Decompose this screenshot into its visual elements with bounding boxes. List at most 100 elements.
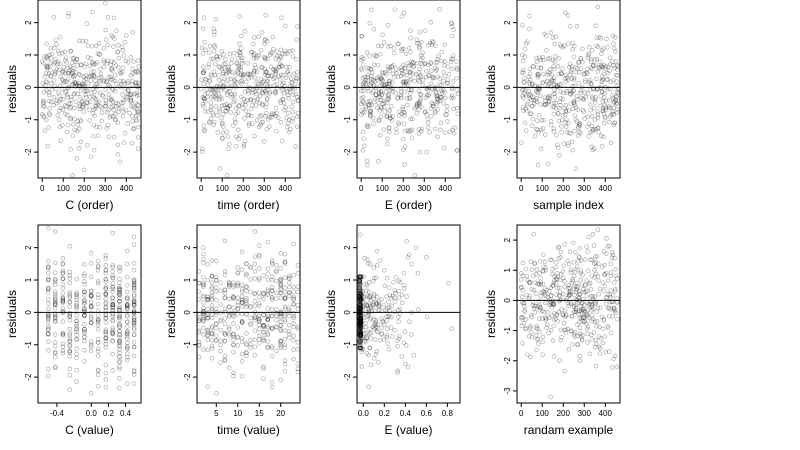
data-point [278, 327, 283, 332]
data-point [114, 28, 119, 34]
data-point [220, 84, 226, 89]
data-point [269, 288, 275, 294]
data-point [118, 70, 123, 75]
data-point [261, 322, 266, 328]
y-tick-label: -2 [183, 373, 192, 381]
data-point [371, 84, 376, 90]
data-point [46, 373, 51, 379]
data-point [131, 344, 137, 350]
data-point [420, 50, 425, 55]
data-point [611, 105, 616, 110]
data-point [290, 99, 296, 105]
data-point [358, 319, 363, 325]
data-point [427, 73, 432, 79]
data-point [41, 101, 46, 106]
data-point [542, 102, 547, 108]
data-point [570, 276, 576, 282]
data-point [265, 317, 271, 322]
data-point [96, 99, 102, 105]
data-point [259, 84, 265, 89]
data-point [362, 74, 368, 80]
data-point [236, 49, 241, 54]
data-point [291, 302, 296, 307]
data-point [67, 311, 73, 316]
data-point [131, 315, 137, 320]
data-point [200, 64, 206, 69]
data-point [612, 35, 618, 40]
data-point [378, 88, 384, 94]
data-point [252, 291, 258, 297]
data-point [416, 307, 421, 312]
data-point [79, 62, 84, 68]
data-point [454, 87, 460, 93]
data-point [357, 303, 362, 308]
data-point [537, 329, 542, 335]
data-point [358, 299, 364, 305]
data-point [452, 125, 457, 131]
data-point [78, 73, 83, 78]
points-group [518, 227, 620, 400]
data-point [82, 335, 87, 340]
data-point [245, 98, 250, 103]
data-point [597, 286, 603, 292]
data-point [291, 71, 297, 77]
data-point [551, 82, 557, 88]
data-point [529, 315, 534, 320]
data-point [600, 340, 606, 346]
data-point [51, 15, 57, 20]
data-point [82, 313, 87, 318]
data-point [52, 302, 58, 307]
data-point [95, 372, 101, 378]
data-point [575, 341, 580, 347]
data-point [578, 90, 583, 96]
data-point [599, 144, 605, 149]
data-point [60, 344, 66, 350]
data-point [201, 316, 206, 322]
data-point [360, 304, 366, 309]
data-point [263, 36, 268, 42]
data-point [106, 92, 112, 97]
data-point [424, 255, 429, 260]
data-point [379, 78, 385, 84]
data-point [65, 85, 71, 91]
data-point [416, 100, 422, 106]
data-point [613, 101, 619, 107]
data-point [360, 335, 366, 341]
data-point [538, 101, 544, 107]
data-point [279, 63, 285, 69]
data-point [408, 87, 414, 93]
data-point [580, 287, 586, 292]
data-point [550, 77, 555, 82]
data-point [103, 384, 109, 390]
data-point [595, 112, 600, 117]
data-point [46, 301, 51, 306]
data-point [280, 96, 286, 102]
data-point [110, 302, 115, 308]
data-point [449, 24, 455, 30]
data-point [231, 280, 236, 285]
data-point [572, 269, 578, 274]
data-point [536, 281, 542, 287]
x-tick-label: 200 [557, 409, 571, 418]
data-point [539, 118, 545, 123]
data-point [601, 111, 607, 116]
data-point [540, 126, 546, 131]
data-point [548, 394, 553, 400]
data-point [67, 275, 73, 281]
data-point [276, 74, 282, 79]
data-point [599, 89, 605, 95]
data-point [358, 312, 364, 318]
data-point [231, 285, 236, 290]
data-point [237, 50, 243, 55]
data-point [103, 296, 109, 302]
data-point [108, 105, 114, 110]
data-point [236, 66, 242, 71]
data-point [268, 73, 273, 79]
x-axis-title: C (order) [65, 198, 113, 212]
data-point [110, 317, 115, 323]
data-point [566, 140, 571, 146]
data-point [586, 268, 591, 274]
data-point [610, 252, 616, 258]
data-point [371, 296, 376, 302]
data-point [365, 293, 371, 299]
